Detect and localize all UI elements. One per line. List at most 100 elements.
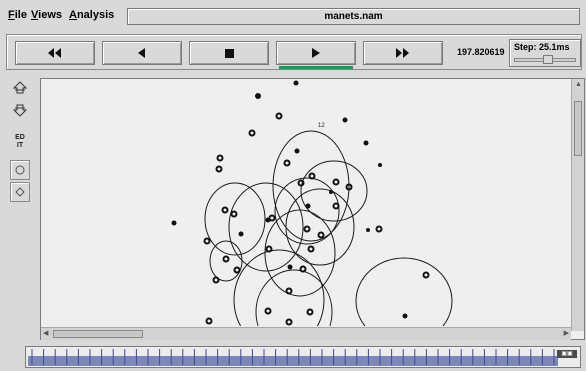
step-slider[interactable] [514, 55, 576, 64]
range-ring [255, 269, 333, 326]
range-ring [204, 182, 266, 256]
step-slider-thumb[interactable] [543, 55, 553, 64]
timeline-bar[interactable]: ▣▣ [25, 346, 581, 368]
diamond-shape-button[interactable] [10, 182, 30, 202]
range-ring [233, 249, 325, 326]
node [375, 225, 383, 233]
node [238, 231, 244, 237]
edit-label: ED IT [15, 134, 25, 149]
node [294, 148, 300, 154]
node [345, 183, 353, 191]
vertical-scrollbar[interactable]: ▲ [571, 79, 584, 331]
node [299, 265, 307, 273]
scroll-up-icon[interactable]: ▲ [575, 81, 582, 88]
vertical-scroll-thumb[interactable] [574, 101, 582, 156]
node [255, 93, 261, 99]
menu-bar: File Views Analysis manets.nam [0, 0, 586, 30]
zoom-in-button[interactable] [10, 78, 30, 98]
node [283, 159, 291, 167]
stop-button[interactable] [189, 41, 269, 65]
node [203, 237, 211, 245]
range-ring [209, 240, 243, 282]
network-canvas[interactable]: 12 [41, 79, 570, 326]
node [329, 190, 333, 194]
timeline-track[interactable] [28, 356, 558, 366]
range-ring [228, 182, 304, 272]
node [307, 245, 315, 253]
node [221, 206, 229, 214]
node [222, 255, 230, 263]
edit-button[interactable]: ED IT [10, 130, 30, 154]
play-icon [312, 48, 320, 58]
node [378, 163, 382, 167]
node [308, 172, 316, 180]
node [205, 317, 213, 325]
node [332, 178, 340, 186]
circle-shape-button[interactable] [10, 160, 30, 180]
step-back-icon [138, 48, 145, 58]
play-button[interactable] [276, 41, 356, 69]
horizontal-scroll-thumb[interactable] [53, 330, 143, 338]
playback-controls: 197.820619 Step: 25.1ms [6, 34, 582, 70]
node [342, 117, 348, 123]
node [366, 228, 370, 232]
node [268, 214, 276, 222]
node [305, 203, 311, 209]
transmission-ranges [204, 130, 453, 326]
node [171, 220, 177, 226]
menu-views[interactable]: Views [31, 9, 62, 21]
node [285, 287, 293, 295]
node [317, 231, 325, 239]
scroll-right-icon[interactable]: ▶ [563, 330, 569, 337]
fast-rewind-button[interactable] [15, 41, 95, 65]
node [303, 225, 311, 233]
node [422, 271, 430, 279]
node [215, 165, 223, 173]
fast-forward-button[interactable] [363, 41, 443, 65]
fast-rewind-icon [48, 48, 61, 58]
timeline-ticks [31, 349, 555, 365]
node [285, 318, 293, 326]
node [212, 276, 220, 284]
range-ring [264, 209, 336, 297]
tool-column: ED IT [4, 76, 34, 344]
node [275, 112, 283, 120]
node [230, 210, 238, 218]
step-back-button[interactable] [102, 41, 182, 65]
node [306, 308, 314, 316]
file-name-display: manets.nam [127, 8, 580, 25]
node [233, 266, 241, 274]
node [248, 129, 256, 137]
node [332, 202, 340, 210]
node [216, 154, 224, 162]
node [293, 80, 299, 86]
range-ring [274, 177, 340, 245]
node [265, 245, 273, 253]
diamond-icon [15, 187, 25, 197]
range-ring [285, 188, 355, 266]
step-label: Step: 25.1ms [514, 42, 570, 52]
node [402, 313, 408, 319]
monitor-icon[interactable]: ▣▣ [557, 350, 577, 358]
node-label: 12 [318, 123, 325, 129]
node [363, 140, 369, 146]
range-ring [272, 130, 350, 242]
zoom-out-button[interactable] [10, 100, 30, 120]
menu-file[interactable]: File [8, 9, 27, 21]
network-topology: 12 [171, 80, 453, 326]
circle-icon [15, 165, 25, 175]
fast-forward-icon [396, 48, 409, 58]
stop-icon [224, 48, 234, 58]
menu-analysis[interactable]: Analysis [69, 9, 115, 21]
node [264, 307, 272, 315]
zoom-in-icon [13, 81, 27, 94]
horizontal-scrollbar[interactable]: ◀ ▶ [41, 327, 571, 340]
scroll-left-icon[interactable]: ◀ [43, 330, 49, 337]
node [297, 179, 305, 187]
range-ring [355, 257, 453, 326]
simulation-time: 197.820619 [457, 47, 505, 57]
node [287, 264, 293, 270]
zoom-out-icon [13, 104, 27, 117]
step-control: Step: 25.1ms [509, 39, 581, 67]
range-ring [300, 160, 368, 222]
